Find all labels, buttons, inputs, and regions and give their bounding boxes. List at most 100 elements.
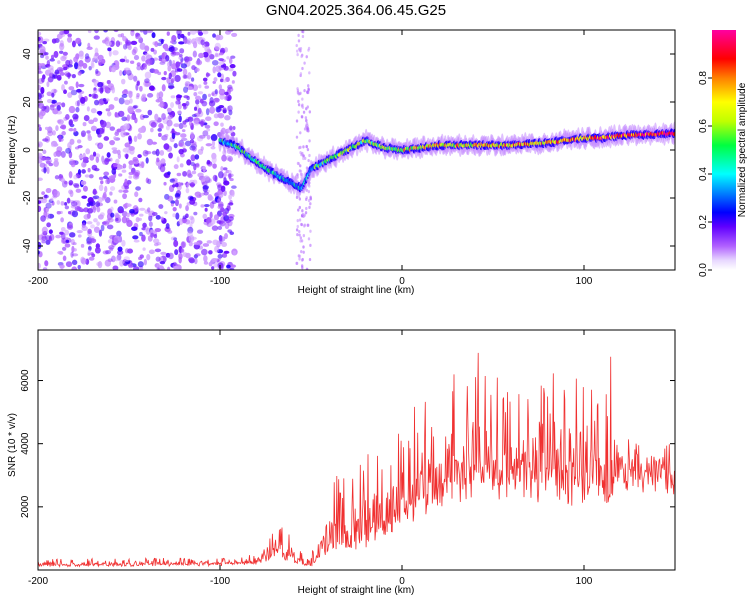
- noise-speckle: [163, 143, 170, 150]
- noise-speckle: [180, 133, 187, 138]
- noise-speckle: [163, 70, 167, 76]
- noise-speckle: [185, 205, 189, 212]
- noise-speckle: [39, 45, 46, 53]
- noise-speckle: [143, 258, 148, 266]
- noise-speckle: [159, 61, 166, 65]
- noise-speckle: [117, 33, 123, 38]
- noise-speckle: [76, 100, 81, 107]
- noise-speckle: [304, 116, 308, 120]
- noise-speckle: [108, 245, 115, 250]
- noise-speckle: [300, 264, 304, 268]
- noise-speckle: [139, 213, 144, 217]
- noise-speckle: [81, 225, 88, 232]
- noise-speckle: [178, 256, 182, 264]
- noise-speckle: [147, 93, 154, 98]
- noise-speckle: [179, 163, 184, 168]
- noise-speckle: [87, 30, 92, 34]
- noise-speckle: [126, 41, 133, 45]
- noise-speckle: [55, 125, 59, 132]
- noise-speckle: [64, 205, 70, 210]
- noise-speckle: [188, 121, 193, 126]
- noise-speckle: [50, 99, 57, 104]
- noise-speckle: [60, 226, 66, 232]
- noise-speckle: [301, 173, 304, 177]
- noise-speckle: [307, 199, 311, 203]
- noise-speckle: [132, 171, 138, 176]
- noise-speckle: [38, 177, 43, 182]
- noise-speckle: [123, 262, 128, 267]
- noise-speckle: [168, 72, 172, 80]
- noise-speckle: [131, 48, 137, 56]
- noise-speckle: [59, 264, 65, 269]
- noise-speckle: [84, 174, 90, 178]
- noise-speckle: [66, 36, 73, 43]
- x-tick-label: -100: [210, 276, 230, 287]
- noise-speckle: [177, 33, 181, 40]
- noise-speckle: [155, 214, 161, 220]
- noise-speckle: [141, 234, 146, 242]
- y-tick-label: 6000: [20, 369, 31, 392]
- noise-speckle: [171, 128, 175, 134]
- noise-speckle: [41, 77, 45, 83]
- noise-speckle: [59, 30, 65, 35]
- noise-speckle: [133, 239, 140, 243]
- noise-speckle: [66, 224, 74, 230]
- noise-speckle: [167, 115, 173, 120]
- noise-speckle: [305, 206, 308, 211]
- noise-speckle: [40, 54, 45, 59]
- noise-speckle: [68, 86, 75, 91]
- noise-speckle: [307, 237, 311, 241]
- noise-speckle: [152, 238, 160, 244]
- noise-speckle: [91, 93, 97, 99]
- noise-speckle: [182, 124, 188, 128]
- noise-speckle: [65, 147, 72, 154]
- noise-speckle: [125, 217, 130, 223]
- colorbar-ticks: 0.0 0.2 0.4 0.6 0.8: [698, 71, 712, 277]
- noise-speckle: [309, 202, 312, 206]
- noise-speckle: [224, 96, 228, 101]
- noise-speckle: [142, 149, 149, 157]
- noise-speckle: [60, 201, 65, 206]
- noise-speckle: [189, 199, 196, 205]
- noise-speckle: [147, 30, 154, 33]
- noise-speckle: [230, 55, 236, 59]
- noise-speckle: [217, 112, 225, 119]
- noise-speckle: [158, 91, 164, 99]
- noise-speckle: [111, 147, 118, 151]
- noise-speckle: [175, 61, 179, 69]
- noise-speckle: [104, 86, 109, 93]
- noise-speckle: [41, 236, 48, 241]
- noise-speckle: [300, 153, 303, 157]
- noise-speckle: [201, 181, 208, 186]
- noise-speckle: [62, 255, 67, 262]
- noise-speckle: [73, 56, 79, 63]
- noise-speckle: [128, 146, 135, 152]
- noise-speckle: [86, 240, 93, 245]
- noise-speckle: [47, 130, 54, 137]
- spectrogram-image: [38, 30, 675, 270]
- noise-speckle: [214, 89, 218, 95]
- noise-speckle: [61, 84, 65, 92]
- noise-speckle: [53, 50, 59, 58]
- noise-speckle: [220, 64, 225, 68]
- y-tick-label: -20: [22, 190, 33, 205]
- noise-speckle: [103, 171, 110, 176]
- noise-speckle: [124, 248, 130, 254]
- noise-speckle: [227, 30, 234, 33]
- snr-x-ticks: -200 -100 0 100: [28, 330, 593, 587]
- noise-speckle: [115, 217, 119, 222]
- noise-speckle: [143, 30, 148, 35]
- noise-speckle: [200, 39, 205, 46]
- noise-speckle: [153, 242, 159, 247]
- noise-speckle: [298, 229, 301, 234]
- noise-speckle: [228, 57, 233, 65]
- noise-speckle: [190, 38, 197, 45]
- noise-speckle: [131, 30, 135, 33]
- noise-speckle: [202, 130, 209, 137]
- noise-speckle: [296, 89, 300, 93]
- noise-speckle: [76, 139, 82, 144]
- noise-speckle: [114, 131, 120, 136]
- noise-speckle: [178, 122, 184, 130]
- noise-speckle: [307, 158, 310, 163]
- colorbar-tick-label: 0.6: [698, 119, 709, 133]
